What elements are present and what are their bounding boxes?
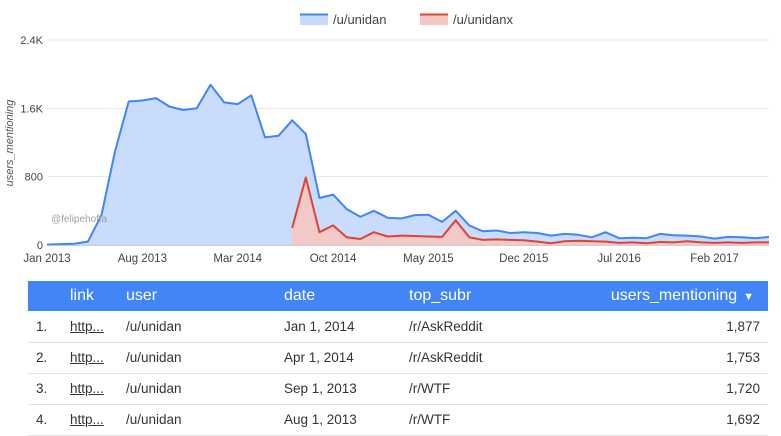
row-date: Jan 1, 2014 [284, 319, 355, 334]
row-users-mentioning: 1,877 [726, 319, 760, 334]
series-areas [47, 84, 769, 245]
row-link[interactable]: http... [70, 319, 104, 334]
legend-item-unidanx[interactable]: /u/unidanx [420, 12, 513, 27]
legend-item-unidan[interactable]: /u/unidan [300, 12, 387, 27]
y-axis-label: users_mentioning [4, 99, 16, 187]
y-tick-label: 1.6K [20, 103, 43, 115]
col-header-top-subr[interactable]: top_subr [409, 287, 472, 304]
row-link[interactable]: http... [70, 381, 104, 396]
x-tick-label: May 2015 [403, 253, 454, 265]
table-row[interactable]: 2. http... /u/unidan Apr 1, 2014/r/AskReddi… [28, 342, 768, 374]
legend: /u/unidan/u/unidanx [300, 12, 513, 27]
x-tick-label: Aug 2013 [118, 253, 167, 265]
y-axis-ticks: 0 800 1.6K 2.4K [20, 35, 43, 252]
row-index: 3. [36, 381, 48, 396]
row-users-mentioning: 1,720 [726, 381, 760, 396]
col-header-user[interactable]: user [126, 287, 158, 304]
series-line-unidan [46, 83, 770, 246]
table-row[interactable]: 4. http... /u/unidan Aug 1, 2013/r/WTF 1,692 [28, 404, 768, 436]
row-index: 2. [36, 350, 48, 365]
row-link[interactable]: http... [70, 350, 104, 365]
sort-descending-icon[interactable]: ▼ [743, 291, 754, 303]
col-header-users-mentioning-label: users_mentioning [610, 287, 738, 304]
row-top-subr: /r/WTF [409, 381, 451, 396]
y-tick-label: 800 [25, 172, 43, 184]
series-lines [46, 83, 770, 246]
row-date: Aug 1, 2013 [284, 412, 357, 427]
col-header-date[interactable]: date [284, 287, 316, 304]
legend-label: /u/unidan [333, 12, 387, 27]
row-users-mentioning: 1,692 [726, 412, 760, 427]
watermark: @felipehoffa [51, 214, 108, 225]
x-tick-label: Jan 2013 [23, 253, 70, 265]
row-user: /u/unidan [126, 319, 182, 334]
y-tick-label: 0 [37, 240, 43, 252]
row-date: Apr 1, 2014 [284, 350, 354, 365]
row-user: /u/unidan [126, 350, 182, 365]
y-tick-label: 2.4K [20, 35, 43, 47]
row-users-mentioning: 1,753 [726, 350, 760, 365]
x-tick-label: Feb 2017 [690, 253, 739, 265]
row-user: /u/unidan [126, 412, 182, 427]
x-tick-label: Mar 2014 [213, 253, 262, 265]
row-top-subr: /r/AskReddit [409, 350, 483, 365]
legend-label: /u/unidanx [453, 12, 513, 27]
row-link[interactable]: http... [70, 412, 104, 427]
row-user: /u/unidan [126, 381, 182, 396]
area-chart: 0 800 1.6K 2.4K Jan 2013 Aug 2013 Mar 2014 Oct… [4, 12, 770, 265]
legend-swatch [300, 14, 328, 25]
series-area-unidan [47, 84, 769, 245]
table-row[interactable]: 3. http... /u/unidan Sep 1, 2013/r/WTF 1,720 [28, 373, 768, 405]
row-top-subr: /r/AskReddit [409, 319, 483, 334]
row-date: Sep 1, 2013 [284, 381, 357, 396]
legend-swatch [420, 14, 448, 25]
x-tick-label: Oct 2014 [310, 253, 357, 265]
series-area-unidanx [292, 177, 769, 245]
x-tick-label: Jul 2016 [597, 253, 640, 265]
col-header-link[interactable]: link [70, 287, 95, 304]
x-tick-label: Dec 2015 [499, 253, 548, 265]
series-line-unidanx [291, 176, 769, 245]
table-row[interactable]: 1. http... /u/unidan Jan 1, 2014/r/AskReddi… [28, 311, 768, 343]
col-header-users-mentioning[interactable]: users_mentioning ▼ [611, 281, 754, 312]
x-axis-ticks: Jan 2013 Aug 2013 Mar 2014 Oct 2014 May 2015… [23, 253, 738, 265]
row-index: 1. [36, 319, 48, 334]
table-header: link user date top_subr users_mentioning… [28, 281, 768, 311]
row-top-subr: /r/WTF [409, 412, 451, 427]
row-index: 4. [36, 412, 48, 427]
